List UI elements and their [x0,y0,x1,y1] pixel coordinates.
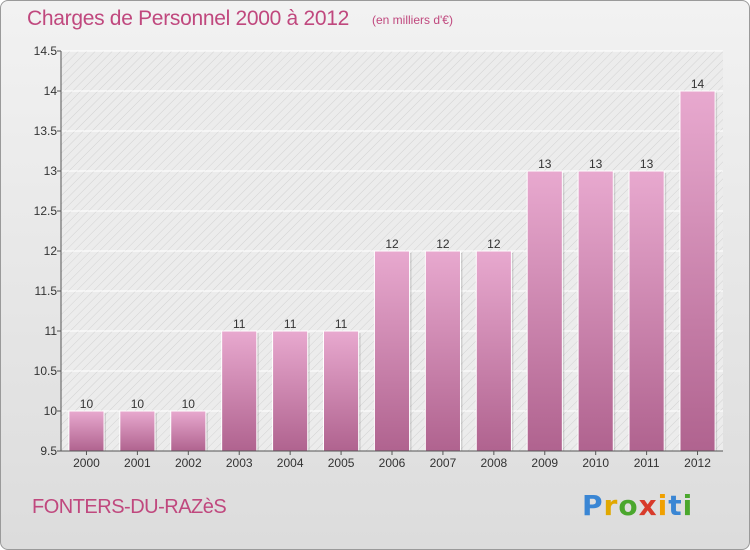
axes: 9.5 10 10.5 11 11.5 12 12.5 13 13.5 14 14.5 2000 200… [34,44,723,470]
bar [475,250,512,452]
y-tick-label: 11.5 [35,284,58,298]
logo-letter: x [638,489,658,522]
y-tick-label: 10.5 [34,364,58,378]
x-tick-label: 2002 [175,456,202,470]
logo-letter: i [682,489,694,522]
logo-letter: i [657,489,669,522]
data-label: 13 [589,157,603,171]
data-label: 12 [487,237,501,251]
bar [170,410,207,452]
chart-title: Charges de Personnel 2000 à 2012 [27,7,349,30]
bars: 10 10 10 11 11 11 12 12 12 13 13 13 14 [68,77,718,452]
x-tick-label: 2010 [582,456,609,470]
data-label: 10 [80,397,94,411]
logo-letter: P [582,489,604,522]
bar [628,170,665,452]
y-tick-label: 10 [44,404,58,418]
logo-letter: t [668,489,683,522]
y-tick-label: 14 [44,84,58,98]
x-tick-label: 2007 [430,456,457,470]
x-tick-label: 2011 [634,456,660,470]
data-label: 10 [131,397,145,411]
y-tick-label: 13.5 [34,124,58,138]
y-tick-label: 11 [45,324,58,338]
logo-letter: r [603,489,619,522]
logo-letter: o [618,489,639,522]
y-tick-label: 14.5 [34,44,58,58]
y-tick-label: 12 [44,244,58,258]
x-tick-label: 2001 [124,456,151,470]
data-label: 12 [385,237,399,251]
bar [323,330,360,452]
data-label: 11 [233,317,246,331]
x-tick-label: 2000 [73,456,100,470]
bar [577,170,614,452]
data-label: 10 [182,397,196,411]
bar [68,410,105,452]
bar [119,410,156,452]
chart-unit: (en milliers d'€) [372,13,453,27]
data-label: 14 [691,77,705,91]
data-label: 12 [436,237,450,251]
bar [373,250,411,452]
x-tick-label: 2003 [226,456,253,470]
data-label: 11 [284,317,297,331]
data-label: 13 [538,157,552,171]
y-tick-label: 13 [44,164,58,178]
x-tick-label: 2009 [531,456,558,470]
proxiti-logo[interactable]: Proxiti [582,489,693,522]
data-label: 13 [640,157,654,171]
y-tick-label: 9.5 [40,444,57,458]
bar [424,250,461,452]
x-tick-label: 2008 [480,456,507,470]
bar [679,90,716,452]
y-tick-label: 12.5 [34,204,58,218]
bar [221,330,258,452]
data-label: 11 [335,317,348,331]
location-name: FONTERS-DU-RAZèS [32,496,227,518]
bar [272,330,309,452]
x-tick-label: 2006 [379,456,406,470]
x-tick-label: 2005 [328,456,355,470]
bar [526,170,563,452]
x-tick-label: 2004 [277,456,304,470]
x-tick-label: 2012 [684,456,711,470]
